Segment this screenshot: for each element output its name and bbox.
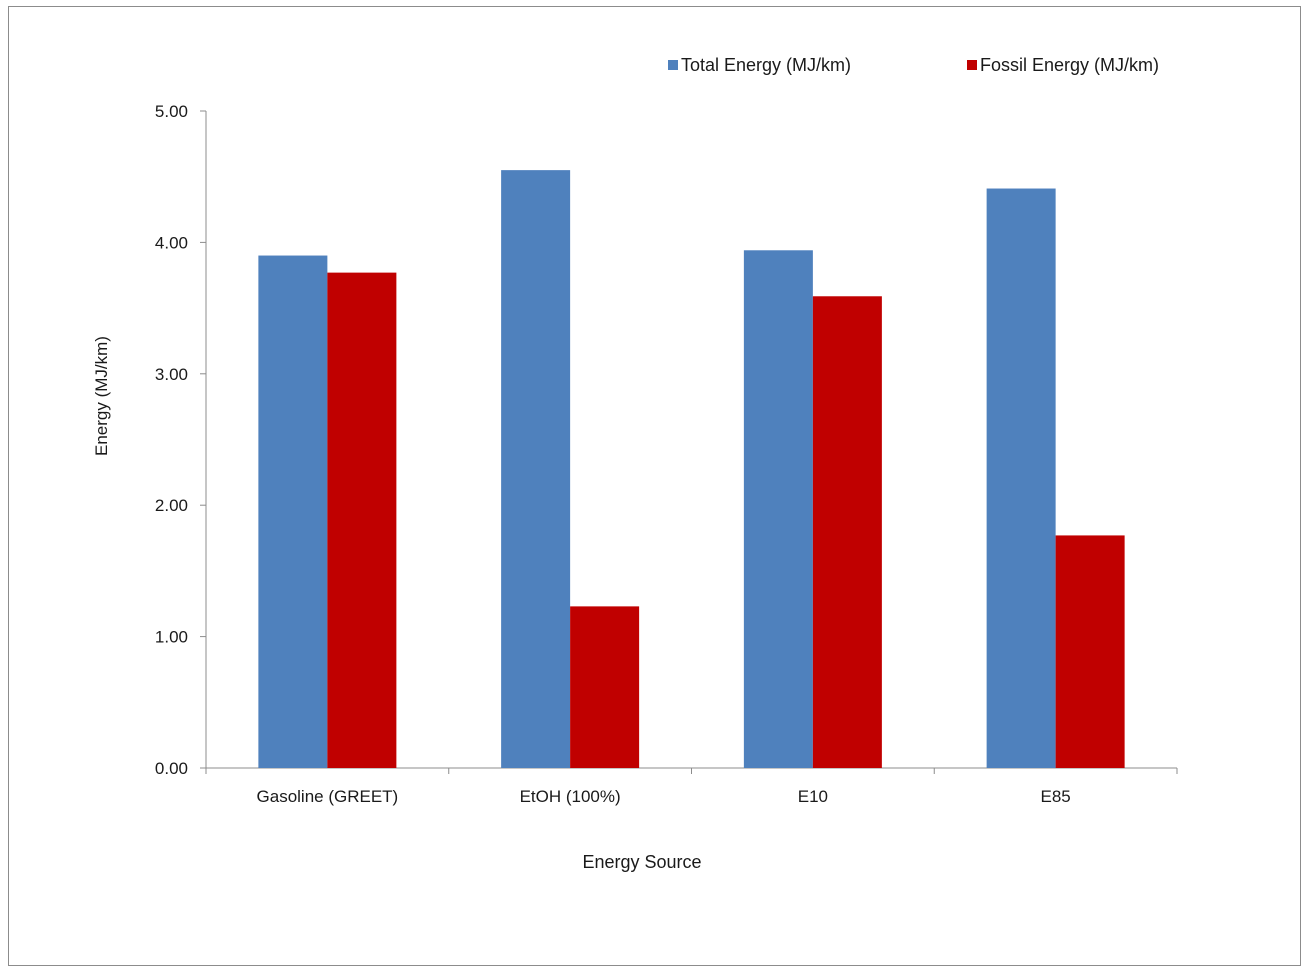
legend-swatch	[668, 60, 678, 70]
bars	[258, 170, 1125, 769]
bar	[743, 250, 813, 768]
legend: Total Energy (MJ/km) Fossil Energy (MJ/km…	[668, 55, 1159, 75]
x-tick-label: E10	[798, 787, 828, 806]
bar	[986, 188, 1056, 768]
x-tick-label: EtOH (100%)	[520, 787, 621, 806]
legend-swatch	[967, 60, 977, 70]
y-tick-label: 1.00	[155, 628, 188, 647]
y-tick-label: 2.00	[155, 496, 188, 515]
y-axis-ticks: 0.00 1.00 2.00 3.00 4.00 5.00	[155, 102, 206, 778]
x-axis-ticks: Gasoline (GREET) EtOH (100%) E10 E85	[205, 768, 1178, 806]
y-tick-label: 0.00	[155, 759, 188, 778]
legend-label: Total Energy (MJ/km)	[681, 55, 851, 75]
bar	[501, 170, 571, 768]
x-tick-label: E85	[1041, 787, 1071, 806]
x-axis-label: Energy Source	[582, 852, 701, 872]
x-tick-label: Gasoline (GREET)	[257, 787, 399, 806]
y-tick-label: 4.00	[155, 233, 188, 252]
legend-label: Fossil Energy (MJ/km)	[980, 55, 1159, 75]
bar	[1055, 535, 1125, 768]
y-tick-label: 5.00	[155, 102, 188, 121]
y-tick-label: 3.00	[155, 365, 188, 384]
bar	[258, 255, 328, 769]
y-axis-label: Energy (MJ/km)	[92, 336, 111, 456]
bar	[327, 272, 397, 768]
bar	[812, 296, 882, 768]
bar	[570, 606, 640, 768]
chart-frame	[8, 6, 1301, 966]
